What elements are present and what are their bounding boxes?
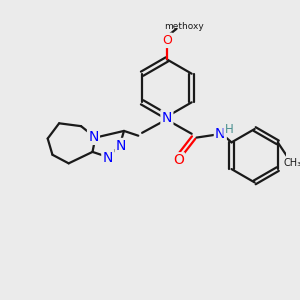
- Text: methoxy: methoxy: [164, 22, 204, 31]
- Text: N: N: [162, 111, 172, 124]
- Text: O: O: [162, 34, 172, 47]
- Text: H: H: [224, 122, 233, 136]
- Text: N: N: [116, 139, 126, 153]
- Text: N: N: [88, 130, 99, 144]
- Text: CH₃: CH₃: [284, 158, 300, 168]
- Text: N: N: [103, 151, 113, 165]
- Text: O: O: [173, 154, 184, 167]
- Text: N: N: [215, 127, 226, 141]
